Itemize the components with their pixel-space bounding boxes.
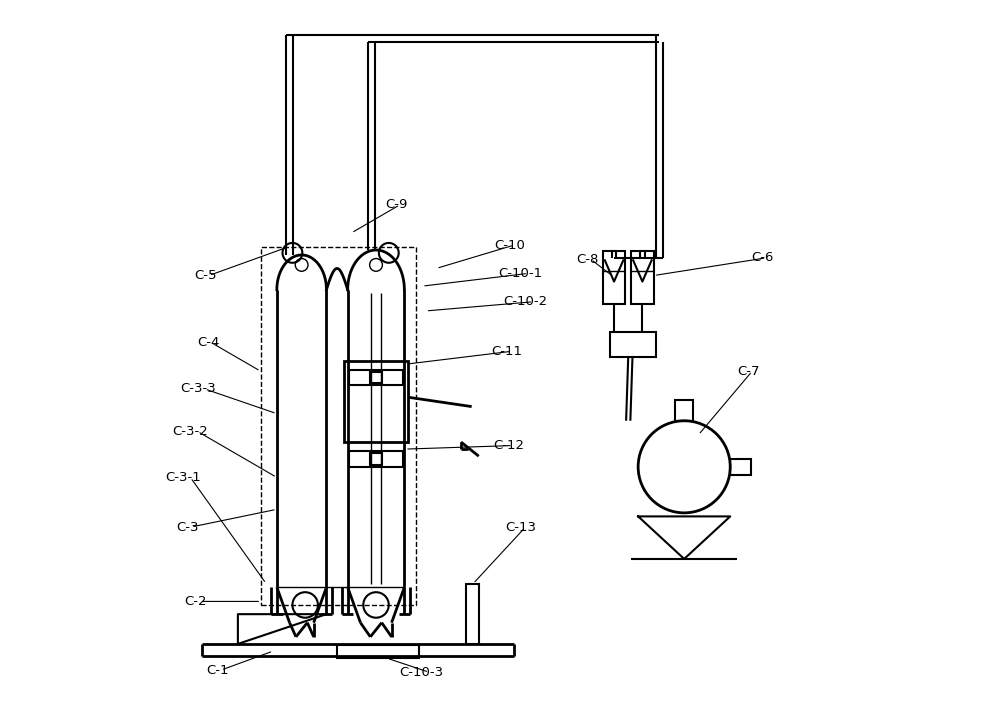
Bar xyxy=(349,451,403,467)
Bar xyxy=(349,370,403,386)
Text: C-3-2: C-3-2 xyxy=(173,425,208,438)
Text: C-1: C-1 xyxy=(206,663,228,677)
Bar xyxy=(631,251,654,304)
Bar xyxy=(730,459,751,475)
Text: C-10: C-10 xyxy=(494,238,525,251)
Bar xyxy=(603,251,625,304)
Text: C-10-2: C-10-2 xyxy=(504,296,548,308)
Bar xyxy=(337,645,419,658)
Text: C-8: C-8 xyxy=(576,253,598,266)
Text: C-3-3: C-3-3 xyxy=(180,383,216,396)
Bar xyxy=(466,584,479,644)
Bar xyxy=(261,247,416,605)
Bar xyxy=(370,372,382,383)
Text: C-6: C-6 xyxy=(751,251,774,264)
Text: C-3-1: C-3-1 xyxy=(166,471,201,484)
Bar xyxy=(675,400,693,421)
Text: C-3: C-3 xyxy=(176,521,199,533)
Text: C-13: C-13 xyxy=(506,521,537,533)
Text: C-2: C-2 xyxy=(185,595,207,608)
Text: C-11: C-11 xyxy=(491,345,522,358)
Text: C-7: C-7 xyxy=(737,365,760,378)
Text: C-5: C-5 xyxy=(194,269,216,282)
Text: C-9: C-9 xyxy=(385,198,408,211)
Bar xyxy=(370,453,382,465)
Bar xyxy=(610,332,656,357)
Text: C-10-1: C-10-1 xyxy=(499,267,543,280)
Text: C-10-3: C-10-3 xyxy=(399,665,444,679)
Bar xyxy=(344,361,408,442)
Text: C-12: C-12 xyxy=(493,439,524,452)
Text: C-4: C-4 xyxy=(197,336,219,349)
